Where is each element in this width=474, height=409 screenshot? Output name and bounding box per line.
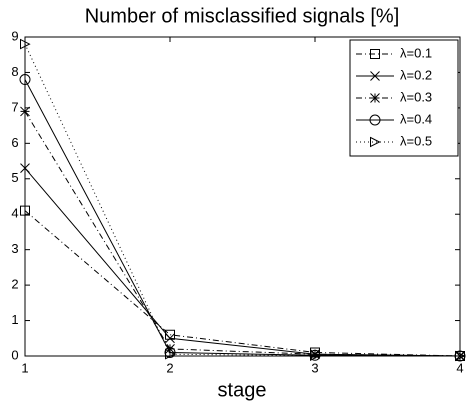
legend-label: λ=0.5 bbox=[400, 133, 432, 148]
chart-title: Number of misclassified signals [%] bbox=[85, 5, 400, 27]
legend-label: λ=0.1 bbox=[400, 45, 432, 60]
marker bbox=[310, 349, 320, 360]
marker bbox=[20, 106, 30, 117]
y-tick-label: 5 bbox=[11, 170, 18, 185]
series-line bbox=[24, 167, 461, 357]
marker bbox=[20, 163, 30, 173]
y-tick-label: 1 bbox=[11, 312, 18, 327]
legend-marker bbox=[370, 136, 381, 148]
x-tick-label: 4 bbox=[456, 360, 463, 375]
y-tick-label: 7 bbox=[11, 99, 18, 114]
y-tick-label: 9 bbox=[11, 28, 18, 43]
marker bbox=[310, 350, 321, 361]
y-tick-label: 0 bbox=[11, 347, 18, 362]
legend-marker bbox=[370, 49, 380, 59]
y-tick-label: 6 bbox=[11, 135, 18, 150]
marker bbox=[165, 333, 175, 344]
legend-label: λ=0.3 bbox=[400, 89, 432, 104]
x-tick-label: 3 bbox=[311, 360, 318, 375]
marker bbox=[165, 344, 175, 354]
legend-label: λ=0.2 bbox=[400, 67, 432, 82]
y-tick-label: 8 bbox=[11, 64, 18, 79]
legend-marker bbox=[369, 114, 381, 126]
marker bbox=[455, 350, 466, 362]
marker bbox=[19, 74, 31, 86]
series-line bbox=[24, 210, 461, 357]
legend-marker bbox=[370, 71, 380, 81]
y-tick-label: 2 bbox=[11, 277, 18, 292]
y-tick-label: 4 bbox=[11, 206, 18, 221]
y-tick-label: 3 bbox=[11, 241, 18, 256]
marker bbox=[20, 38, 31, 50]
marker bbox=[165, 348, 176, 360]
legend-box bbox=[349, 39, 459, 157]
legend-marker bbox=[370, 93, 380, 103]
series-line bbox=[24, 111, 461, 357]
x-axis-label: stage bbox=[218, 379, 267, 401]
plot-frame bbox=[24, 36, 461, 357]
x-tick-label: 1 bbox=[21, 360, 28, 375]
marker bbox=[20, 205, 30, 216]
legend-label: λ=0.4 bbox=[400, 111, 432, 126]
series-line bbox=[24, 79, 461, 357]
x-tick-label: 2 bbox=[166, 360, 173, 375]
